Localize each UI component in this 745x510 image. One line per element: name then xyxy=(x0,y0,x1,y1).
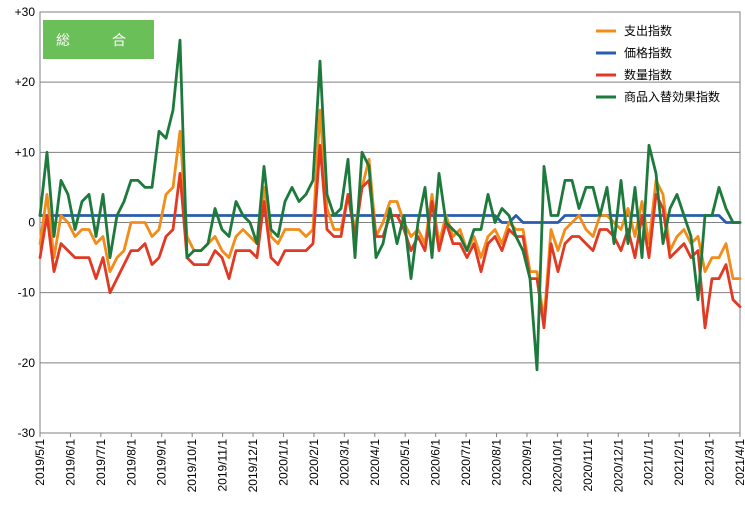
x-tick-label: 2021/2/1 xyxy=(672,439,686,486)
chart-title: 総 合 xyxy=(56,33,140,49)
x-tick-label: 2020/11/1 xyxy=(581,439,595,492)
x-tick-label: 2020/12/1 xyxy=(611,439,625,493)
x-tick-label: 2020/8/1 xyxy=(490,439,504,486)
x-tick-label: 2020/2/1 xyxy=(307,439,321,486)
x-tick-label: 2020/7/1 xyxy=(459,439,473,486)
y-tick-label: -10 xyxy=(18,286,36,300)
x-tick-label: 2019/8/1 xyxy=(124,439,138,486)
x-tick-label: 2019/9/1 xyxy=(155,439,169,486)
x-tick-label: 2019/10/1 xyxy=(185,439,199,493)
x-tick-label: 2020/4/1 xyxy=(368,439,382,486)
x-tick-label: 2020/9/1 xyxy=(520,439,534,486)
series-line-3 xyxy=(38,38,742,372)
x-tick-label: 2019/7/1 xyxy=(94,439,108,486)
legend-label: 数量指数 xyxy=(624,67,672,82)
x-tick-label: 2020/3/1 xyxy=(337,439,351,486)
y-tick-label: -30 xyxy=(18,426,36,440)
legend-label: 商品入替効果指数 xyxy=(624,89,720,104)
title-background xyxy=(43,20,154,59)
x-tick-label: 2021/1/1 xyxy=(642,439,656,486)
y-tick-label: -20 xyxy=(18,356,36,370)
x-tick-label: 2019/12/1 xyxy=(246,439,260,493)
y-tick-label: 0 xyxy=(28,216,35,230)
y-axis-ticks: +30 +20 +10 0 -10 -20 -30 xyxy=(15,5,36,440)
x-tick-label: 2021/3/1 xyxy=(703,439,717,486)
y-tick-label: +20 xyxy=(15,75,36,89)
legend-label: 支出指数 xyxy=(624,23,672,38)
x-tick-label: 2021/4/1 xyxy=(733,439,745,486)
y-tick-label: +10 xyxy=(15,145,36,159)
series-line-0 xyxy=(38,108,742,323)
x-tick-label: 2019/6/1 xyxy=(63,439,77,486)
x-tick-label: 2020/5/1 xyxy=(398,439,412,486)
legend-label: 価格指数 xyxy=(624,45,672,60)
y-tick-label: +30 xyxy=(15,5,36,19)
x-axis-ticks: 2019/5/1 2019/6/1 2019/7/1 2019/8/1 2019/9/1… xyxy=(33,439,745,493)
x-tick-label: 2020/10/1 xyxy=(550,439,564,493)
x-tick-label: 2019/5/1 xyxy=(33,439,47,486)
title-box: 総 合 xyxy=(43,20,154,59)
x-tick-label: 2020/1/1 xyxy=(276,439,290,486)
x-tick-label: 2020/6/1 xyxy=(429,439,443,486)
series-lines xyxy=(38,38,742,372)
x-tick-label: 2019/11/1 xyxy=(216,439,230,492)
